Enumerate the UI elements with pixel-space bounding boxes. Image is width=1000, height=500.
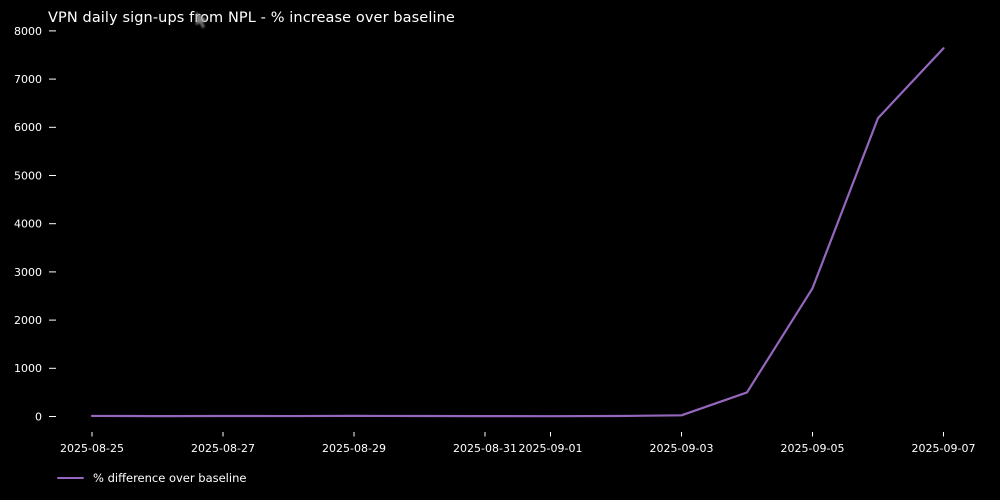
x-tick-label: 2025-08-25 — [60, 442, 124, 455]
x-tick-label: 2025-09-05 — [781, 442, 845, 455]
y-tick-label: 3000 — [14, 266, 42, 279]
x-tick-label: 2025-08-29 — [322, 442, 386, 455]
legend: % difference over baseline — [57, 471, 246, 485]
chart-title: VPN daily sign-ups from NPL - % increase… — [48, 10, 455, 26]
y-tick-label: 5000 — [14, 169, 42, 182]
y-tick-label: 1000 — [14, 362, 42, 375]
legend-line-swatch — [57, 476, 84, 480]
x-tick-label: 2025-09-07 — [912, 442, 976, 455]
legend-label: % difference over baseline — [93, 471, 247, 485]
x-tick-label: 2025-09-01 — [519, 442, 583, 455]
y-tick-label: 7000 — [14, 73, 42, 86]
y-tick-label: 8000 — [14, 25, 42, 38]
mouse-cursor-icon — [196, 11, 208, 29]
x-tick-label: 2025-08-31 — [453, 442, 517, 455]
y-tick-label: 0 — [35, 410, 42, 423]
y-tick-label: 2000 — [14, 314, 42, 327]
x-tick-label: 2025-09-03 — [650, 442, 714, 455]
series-line — [90, 47, 945, 418]
y-tick-label: 6000 — [14, 121, 42, 134]
x-tick-label: 2025-08-27 — [191, 442, 255, 455]
y-tick-label: 4000 — [14, 218, 42, 231]
